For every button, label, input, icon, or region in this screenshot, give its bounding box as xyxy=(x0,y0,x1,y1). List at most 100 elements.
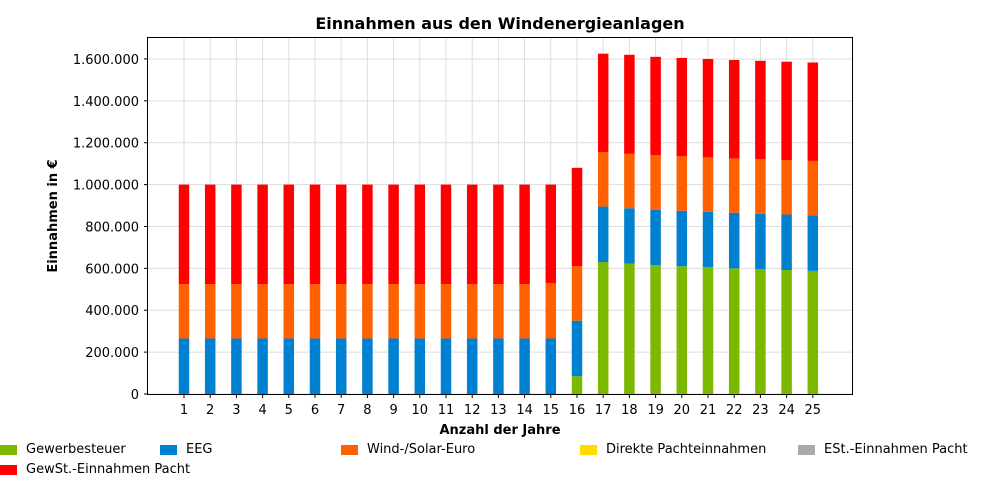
bar-segment xyxy=(335,184,347,285)
bar-segment xyxy=(755,269,766,394)
legend-swatch xyxy=(798,444,815,455)
bar-segment xyxy=(781,61,792,161)
bar-segment xyxy=(335,338,347,394)
legend-item: Gewerbesteuer xyxy=(0,442,126,457)
x-tick-label: 17 xyxy=(595,403,612,418)
bar-segment xyxy=(414,338,426,394)
x-tick-label: 18 xyxy=(621,403,638,418)
y-tick-label: 1.200.000 xyxy=(73,137,139,152)
y-tick-label: 800.000 xyxy=(85,220,139,235)
bar-segment xyxy=(755,159,766,214)
legend-item: Wind-/Solar-Euro xyxy=(341,442,475,457)
bar-segment xyxy=(728,158,740,213)
bar-segment xyxy=(728,268,740,394)
bar-segment xyxy=(440,184,452,285)
x-tick-label: 5 xyxy=(285,403,293,418)
bar-segment xyxy=(676,266,688,394)
legend-swatch xyxy=(0,444,17,455)
bar-segment xyxy=(728,212,740,269)
x-tick-label: 22 xyxy=(726,403,743,418)
bar-segment xyxy=(231,284,242,339)
y-axis-ticks: 0 200.000 400.000 600.000 800.000 1.000.000 1.… xyxy=(73,53,148,403)
x-tick-label: 15 xyxy=(543,403,560,418)
x-tick-label: 23 xyxy=(752,403,769,418)
bar-segment xyxy=(650,56,661,156)
x-tick-label: 1 xyxy=(180,403,188,418)
x-tick-label: 7 xyxy=(337,403,345,418)
bar-segment xyxy=(178,284,190,339)
legend-label: EEG xyxy=(186,442,213,457)
x-tick-label: 19 xyxy=(647,403,664,418)
legend-label: Wind-/Solar-Euro xyxy=(367,442,476,457)
x-tick-label: 8 xyxy=(363,403,371,418)
x-axis-ticks: 1 2 3 4 5 6 7 8 9 10 11 12 13 14 15 16 17 18 19 20 21 22 23 24 2… xyxy=(180,394,821,418)
bar-segment xyxy=(624,153,635,209)
bar-segment xyxy=(650,265,661,394)
bar-segment xyxy=(493,338,504,394)
bar-segment xyxy=(545,338,557,394)
bar-segment xyxy=(231,184,242,285)
bar-segment xyxy=(781,270,792,394)
chart-title: Einnahmen aus den Windenergieanlagen xyxy=(315,14,684,33)
bar-segment xyxy=(283,284,295,339)
bar-segment xyxy=(650,155,661,210)
bar-segment xyxy=(728,59,740,159)
bar-segment xyxy=(283,184,295,285)
bar-segment xyxy=(493,284,504,339)
bar-segment xyxy=(571,320,583,377)
bar-segment xyxy=(335,284,347,339)
bar-segment xyxy=(624,54,635,154)
bar-segment xyxy=(571,266,583,321)
y-tick-label: 1.400.000 xyxy=(73,95,139,110)
bar-segment xyxy=(676,210,688,267)
bar-segment xyxy=(597,152,609,207)
bar-segment xyxy=(519,284,530,339)
bar-segment xyxy=(231,338,242,394)
y-tick-label: 0 xyxy=(131,388,139,403)
x-tick-label: 11 xyxy=(438,403,455,418)
bar-segment xyxy=(807,62,819,161)
bar-segment xyxy=(702,58,714,158)
bar-segment xyxy=(204,338,216,394)
bar-segment xyxy=(624,263,635,394)
bar-segment xyxy=(571,376,583,394)
x-tick-label: 12 xyxy=(464,403,481,418)
y-tick-label: 600.000 xyxy=(85,262,139,277)
bar-segment xyxy=(807,270,819,394)
bar-segment xyxy=(362,284,373,339)
bar-segment xyxy=(440,338,452,394)
legend-item: EEG xyxy=(160,442,213,457)
bar-segment xyxy=(466,284,478,339)
bar-segment xyxy=(257,184,268,285)
bar-segment xyxy=(781,214,792,271)
bar-segment xyxy=(676,156,688,211)
bar-segment xyxy=(204,184,216,285)
bar-segment xyxy=(676,57,688,157)
bar-segment xyxy=(624,208,635,264)
bar-segment xyxy=(702,157,714,212)
stacked-bar-chart: Einnahmen aus den Windenergieanlagen 020… xyxy=(46,14,853,438)
x-tick-label: 2 xyxy=(206,403,214,418)
legend-item: ESt.-Einnahmen Pacht xyxy=(798,442,968,457)
bar-segment xyxy=(283,338,295,394)
bar-segment xyxy=(650,209,661,266)
bar-segment xyxy=(362,184,373,285)
bar-segment xyxy=(702,267,714,394)
bar-segment xyxy=(178,338,190,394)
bar-segment xyxy=(807,160,819,216)
bar-segment xyxy=(545,283,557,339)
y-tick-label: 1.600.000 xyxy=(73,53,139,68)
legend-label: Gewerbesteuer xyxy=(26,442,126,457)
bar-segment xyxy=(414,184,426,285)
x-tick-label: 4 xyxy=(258,403,266,418)
y-tick-label: 1.000.000 xyxy=(73,179,139,194)
bar-segment xyxy=(388,184,399,285)
bar-segment xyxy=(781,160,792,215)
x-tick-label: 13 xyxy=(490,403,507,418)
bar-segment xyxy=(440,284,452,339)
x-tick-label: 25 xyxy=(805,403,822,418)
bar-segment xyxy=(257,338,268,394)
legend-swatch xyxy=(160,444,177,455)
bar-segment xyxy=(597,262,609,394)
bar-segment xyxy=(309,184,321,285)
